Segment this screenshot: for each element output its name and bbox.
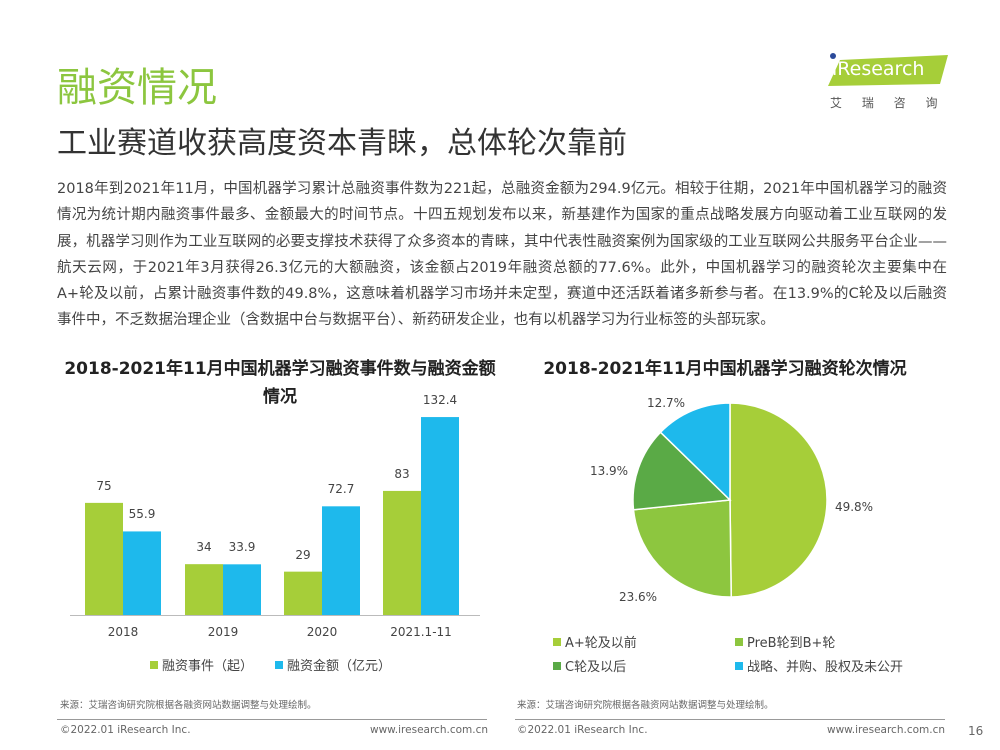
data-label: 83 [394,466,410,481]
source-note-left: 来源：艾瑞咨询研究院根据各融资网站数据调整与处理绘制。 [60,700,317,711]
slice-label: 49.8% [834,500,874,514]
bar-events [284,571,322,615]
data-label: 29 [295,547,311,562]
data-label: 75 [96,478,112,493]
page-number: 16 [968,724,984,738]
slice-label: 23.6% [618,590,658,604]
slice-label: 12.7% [646,396,686,410]
footer-copyright-right: ©2022.01 iResearch Inc. [517,724,648,736]
x-tick-label: 2019 [207,625,239,639]
logo-cn: 艾 瑞 咨 询 [830,96,946,110]
bar-amount [322,506,360,615]
legend-item-amount: 融资金额（亿元） [275,655,391,674]
pie-slice [632,431,732,511]
footer-divider-right [515,719,945,720]
bar-amount [421,417,459,615]
data-label: 33.9 [228,540,256,555]
footer-divider-left [57,719,487,720]
pie-chart-title: 2018-2021年11月中国机器学习融资轮次情况 [543,359,907,379]
legend-item-events: 融资事件（起） [150,655,253,674]
bar-chart [70,417,480,616]
bar-events [85,502,123,615]
data-label: 72.7 [327,482,355,497]
footer-url-left: www.iresearch.com.cn [370,724,489,736]
x-tick-label: 2021.1-11 [390,625,452,639]
legend-item-strategy: 战略、并购、股权及未公开 [735,656,903,675]
data-label: 55.9 [128,507,156,522]
legend-item-b: PreB轮到B+轮 [735,632,835,651]
bar-events [185,564,223,615]
page-title: 融资情况 [57,65,217,111]
source-note-right: 来源：艾瑞咨询研究院根据各融资网站数据调整与处理绘制。 [517,700,774,711]
bar-chart-title: 2018-2021年11月中国机器学习融资事件数与融资金额情况 [64,359,496,407]
iresearch-logo: iResearch 艾 瑞 咨 询 [828,52,948,112]
body-text: 2018年到2021年11月，中国机器学习累计总融资事件数为221起，总融资金额… [57,181,947,329]
pie-chart [632,402,828,598]
bar-amount [223,564,261,615]
data-label: 34 [196,540,212,555]
logo-shape [828,53,948,86]
footer-copyright-left: ©2022.01 iResearch Inc. [60,724,191,736]
slice-label: 13.9% [589,464,629,478]
x-tick-label: 2020 [306,625,338,639]
legend-item-c: C轮及以后 [553,656,626,675]
pie-slice [659,402,731,502]
page-subtitle: 工业赛道收获高度资本青睐，总体轮次靠前 [57,126,627,161]
footer-url-right: www.iresearch.com.cn [827,724,946,736]
pie-slice [632,499,732,598]
pie-slice [729,402,828,598]
logo-text: iResearch [832,58,925,80]
bar-amount [123,531,161,615]
bar-events [383,490,421,615]
x-tick-label: 2018 [107,625,139,639]
legend-item-a: A+轮及以前 [553,632,637,651]
data-label: 132.4 [422,393,458,408]
